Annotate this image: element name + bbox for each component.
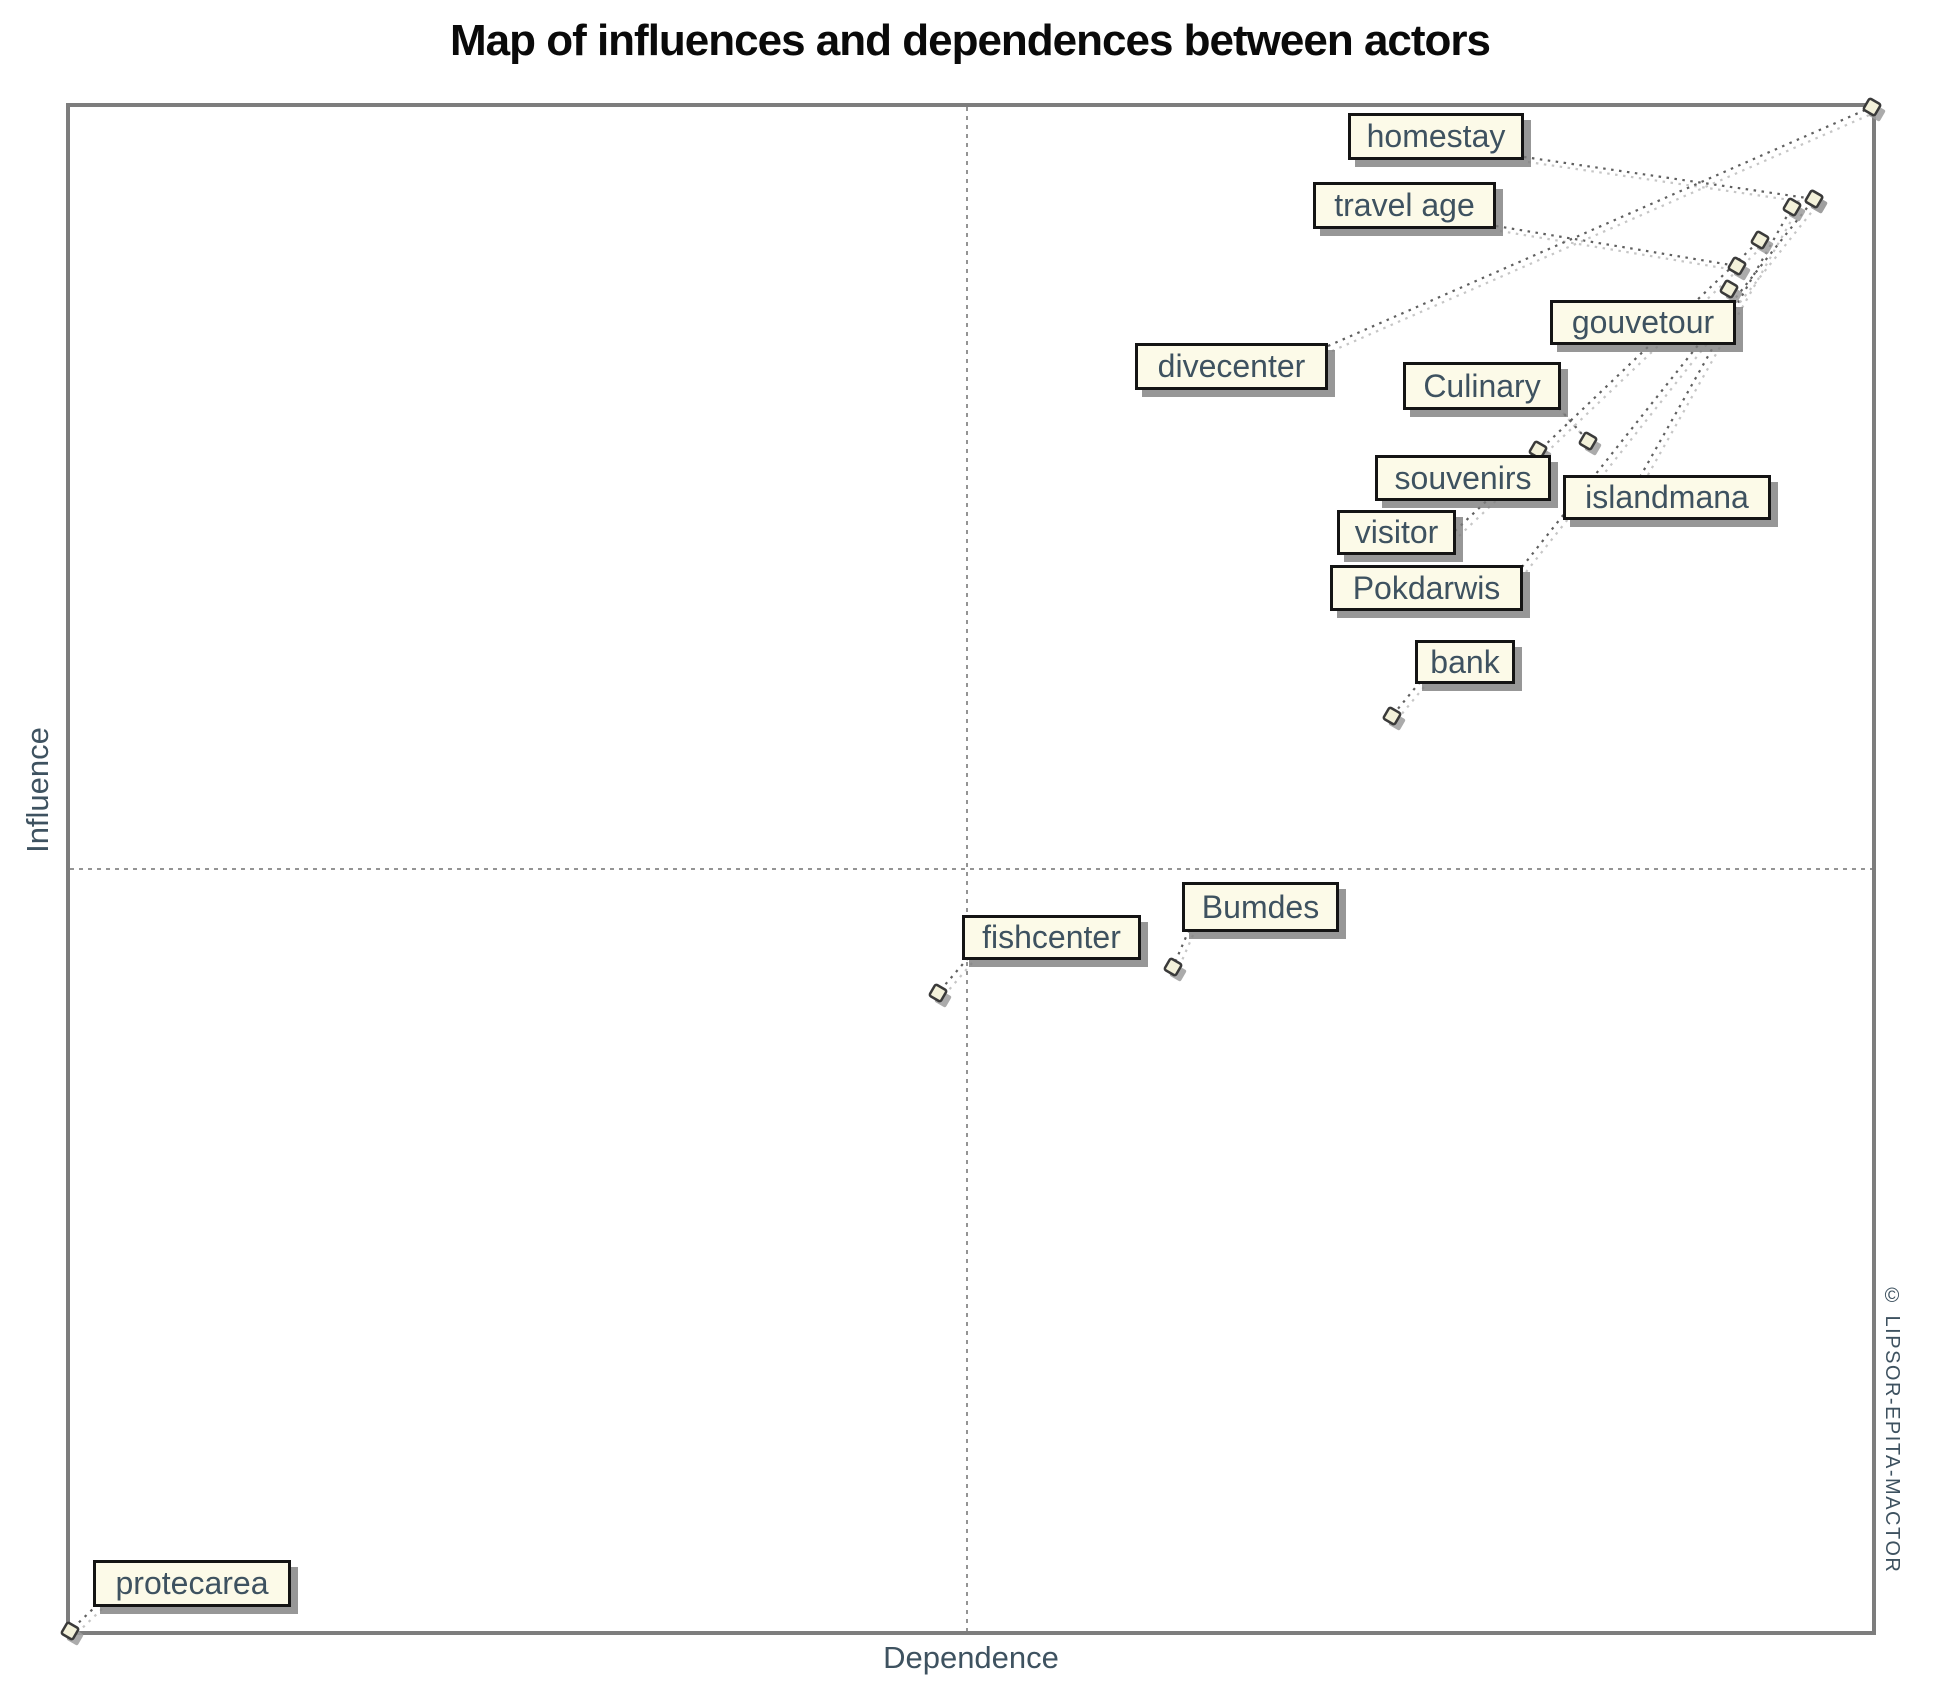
actor-marker (1727, 256, 1747, 276)
actor-label-gouvetour: gouvetour (1550, 300, 1736, 345)
leader-line (1495, 224, 1738, 268)
leader-line (1523, 155, 1815, 201)
actor-marker (1719, 279, 1739, 299)
actor-label-pokdarwis: Pokdarwis (1330, 565, 1523, 611)
actor-marker (1382, 706, 1402, 726)
watermark-text: © LIPSOR-EPITA-MACTOR (1881, 1285, 1903, 1574)
plot-border (66, 103, 1876, 1635)
actor-label-divecenter: divecenter (1135, 343, 1328, 390)
leader-line-shadow (73, 1608, 103, 1637)
chart-title: Map of influences and dependences betwee… (449, 16, 1491, 65)
actor-label-protecarea: protecarea (93, 1560, 291, 1607)
actor-label-bumdes: Bumdes (1182, 882, 1339, 932)
actor-label-visitor: visitor (1337, 510, 1456, 555)
actor-marker (1804, 189, 1824, 209)
y-axis-label: Influence (20, 727, 55, 853)
actor-marker (1163, 957, 1183, 977)
actor-label-travel-age: travel age (1313, 182, 1496, 229)
leader-line-shadow (1643, 211, 1797, 483)
actor-marker (1578, 431, 1598, 451)
actor-marker (60, 1621, 80, 1641)
actor-label-culinary: Culinary (1403, 362, 1561, 410)
actor-marker (928, 983, 948, 1003)
actor-marker (1862, 97, 1882, 117)
x-axis-label: Dependence (883, 1640, 1059, 1675)
actor-label-islandmana: islandmana (1563, 475, 1771, 520)
leader-line (1327, 105, 1873, 348)
actor-label-homestay: homestay (1348, 113, 1524, 160)
leader-line-shadow (1331, 110, 1877, 353)
leader-line-shadow (1499, 229, 1742, 273)
actor-label-bank: bank (1415, 640, 1515, 684)
actor-label-fishcenter: fishcenter (962, 915, 1141, 960)
actor-marker (1782, 197, 1802, 217)
actor-marker (1750, 230, 1770, 250)
leader-line-shadow (1527, 160, 1819, 206)
actor-label-souvenirs: souvenirs (1375, 455, 1551, 501)
